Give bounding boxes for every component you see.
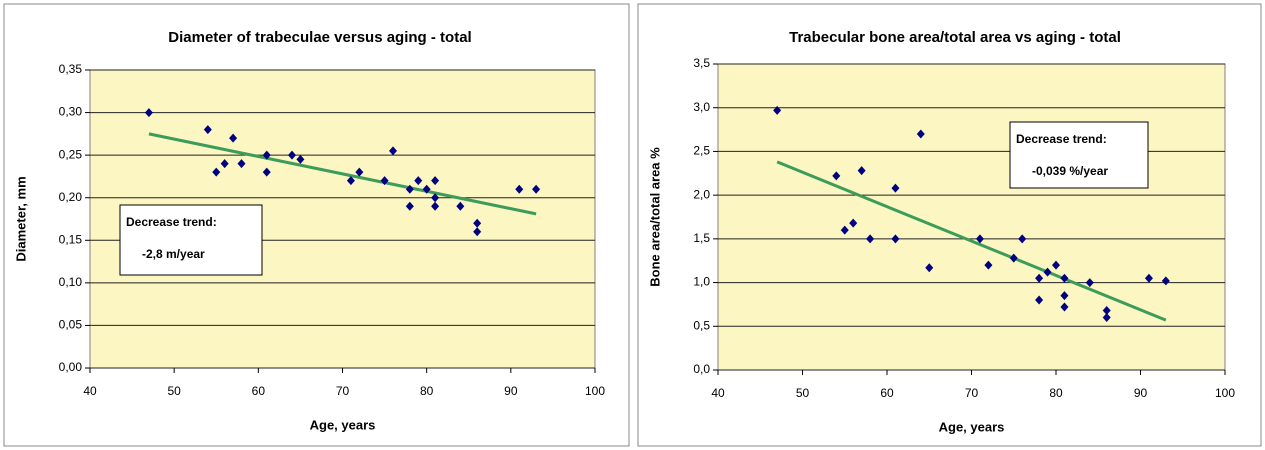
point bbox=[405, 184, 414, 194]
point bbox=[984, 260, 993, 270]
chart-title: Diameter of trabeculae versus aging - to… bbox=[168, 29, 471, 46]
point bbox=[405, 201, 414, 211]
x-tick-label: 50 bbox=[796, 386, 810, 400]
point bbox=[1009, 253, 1018, 263]
point bbox=[262, 167, 271, 177]
y-tick-label: 0,05 bbox=[59, 318, 83, 332]
chart-title: Trabecular bone area/total area vs aging… bbox=[789, 29, 1121, 46]
x-tick-label: 50 bbox=[167, 384, 181, 398]
trend-line bbox=[776, 160, 1167, 322]
point bbox=[840, 225, 849, 235]
point bbox=[473, 227, 482, 237]
point bbox=[1102, 313, 1111, 323]
y-tick-label: 1,5 bbox=[693, 231, 710, 245]
point bbox=[891, 234, 900, 244]
x-tick-label: 40 bbox=[711, 386, 725, 400]
point bbox=[773, 105, 782, 115]
point bbox=[857, 166, 866, 176]
point bbox=[866, 234, 875, 244]
point bbox=[925, 263, 934, 273]
x-tick-label: 60 bbox=[252, 384, 266, 398]
point bbox=[144, 108, 153, 118]
point bbox=[389, 146, 397, 156]
x-tick-label: 70 bbox=[336, 384, 350, 398]
point bbox=[891, 183, 900, 193]
point bbox=[431, 176, 440, 186]
point bbox=[380, 176, 389, 186]
point bbox=[203, 125, 212, 135]
point bbox=[1052, 260, 1060, 270]
point bbox=[355, 167, 364, 177]
annotation: -0,039 %/year bbox=[1032, 164, 1108, 178]
y-tick-label: 0,5 bbox=[693, 318, 710, 332]
point bbox=[532, 184, 541, 194]
point bbox=[456, 201, 465, 211]
point bbox=[212, 167, 221, 177]
point bbox=[849, 218, 858, 228]
point bbox=[1060, 273, 1069, 283]
point bbox=[975, 234, 984, 244]
y-tick-label: 0,0 bbox=[693, 362, 710, 376]
point bbox=[473, 218, 482, 228]
point bbox=[229, 133, 238, 143]
point bbox=[237, 159, 246, 169]
x-tick-label: 100 bbox=[1215, 386, 1235, 400]
y-tick-label: 0,10 bbox=[59, 275, 83, 289]
point bbox=[431, 201, 440, 211]
y-axis-label: Diameter, mm bbox=[13, 176, 28, 261]
x-tick-label: 90 bbox=[504, 384, 518, 398]
y-tick-label: 3,5 bbox=[693, 56, 710, 70]
x-tick-label: 70 bbox=[965, 386, 979, 400]
point bbox=[1018, 234, 1027, 244]
y-tick-label: 0,25 bbox=[59, 147, 83, 161]
trend-line bbox=[148, 132, 537, 216]
point bbox=[916, 129, 925, 139]
point bbox=[1102, 306, 1111, 316]
point bbox=[346, 176, 355, 186]
point bbox=[1035, 273, 1044, 283]
y-tick-label: 0,20 bbox=[59, 190, 83, 204]
x-axis-label: Age, years bbox=[939, 419, 1005, 434]
y-tick-label: 0,15 bbox=[59, 232, 83, 246]
point bbox=[1144, 273, 1153, 283]
x-tick-label: 80 bbox=[1049, 386, 1063, 400]
x-axis-label: Age, years bbox=[310, 417, 376, 432]
x-tick-label: 100 bbox=[585, 384, 605, 398]
x-tick-label: 90 bbox=[1134, 386, 1148, 400]
point bbox=[431, 193, 440, 203]
annotation: Decrease trend: bbox=[1016, 132, 1107, 146]
point bbox=[262, 150, 271, 160]
annotation: Decrease trend: bbox=[126, 215, 217, 229]
point bbox=[832, 171, 841, 181]
annotation: -2,8 m/year bbox=[142, 247, 205, 261]
y-tick-label: 2,0 bbox=[693, 187, 710, 201]
y-tick-label: 3,0 bbox=[693, 100, 710, 114]
x-tick-label: 60 bbox=[880, 386, 894, 400]
point bbox=[1035, 295, 1044, 305]
y-tick-label: 0,00 bbox=[59, 360, 83, 374]
y-tick-label: 0,35 bbox=[59, 62, 83, 76]
point bbox=[296, 154, 305, 164]
y-tick-label: 1,0 bbox=[693, 275, 710, 289]
point bbox=[414, 176, 423, 186]
annotation-box bbox=[1009, 121, 1149, 189]
y-tick-label: 2,5 bbox=[693, 144, 710, 158]
point bbox=[1043, 267, 1052, 277]
point bbox=[288, 150, 296, 160]
y-axis-label: Bone area/total area % bbox=[647, 147, 662, 287]
point bbox=[1060, 302, 1069, 312]
point bbox=[1060, 291, 1069, 301]
plot-area bbox=[717, 63, 1226, 371]
point bbox=[1161, 276, 1170, 286]
point bbox=[220, 159, 229, 169]
point bbox=[422, 184, 431, 194]
x-tick-label: 40 bbox=[83, 384, 97, 398]
point bbox=[515, 184, 524, 194]
x-tick-label: 80 bbox=[420, 384, 434, 398]
y-tick-label: 0,30 bbox=[59, 105, 83, 119]
point bbox=[1085, 278, 1094, 288]
annotation-box bbox=[119, 204, 263, 276]
